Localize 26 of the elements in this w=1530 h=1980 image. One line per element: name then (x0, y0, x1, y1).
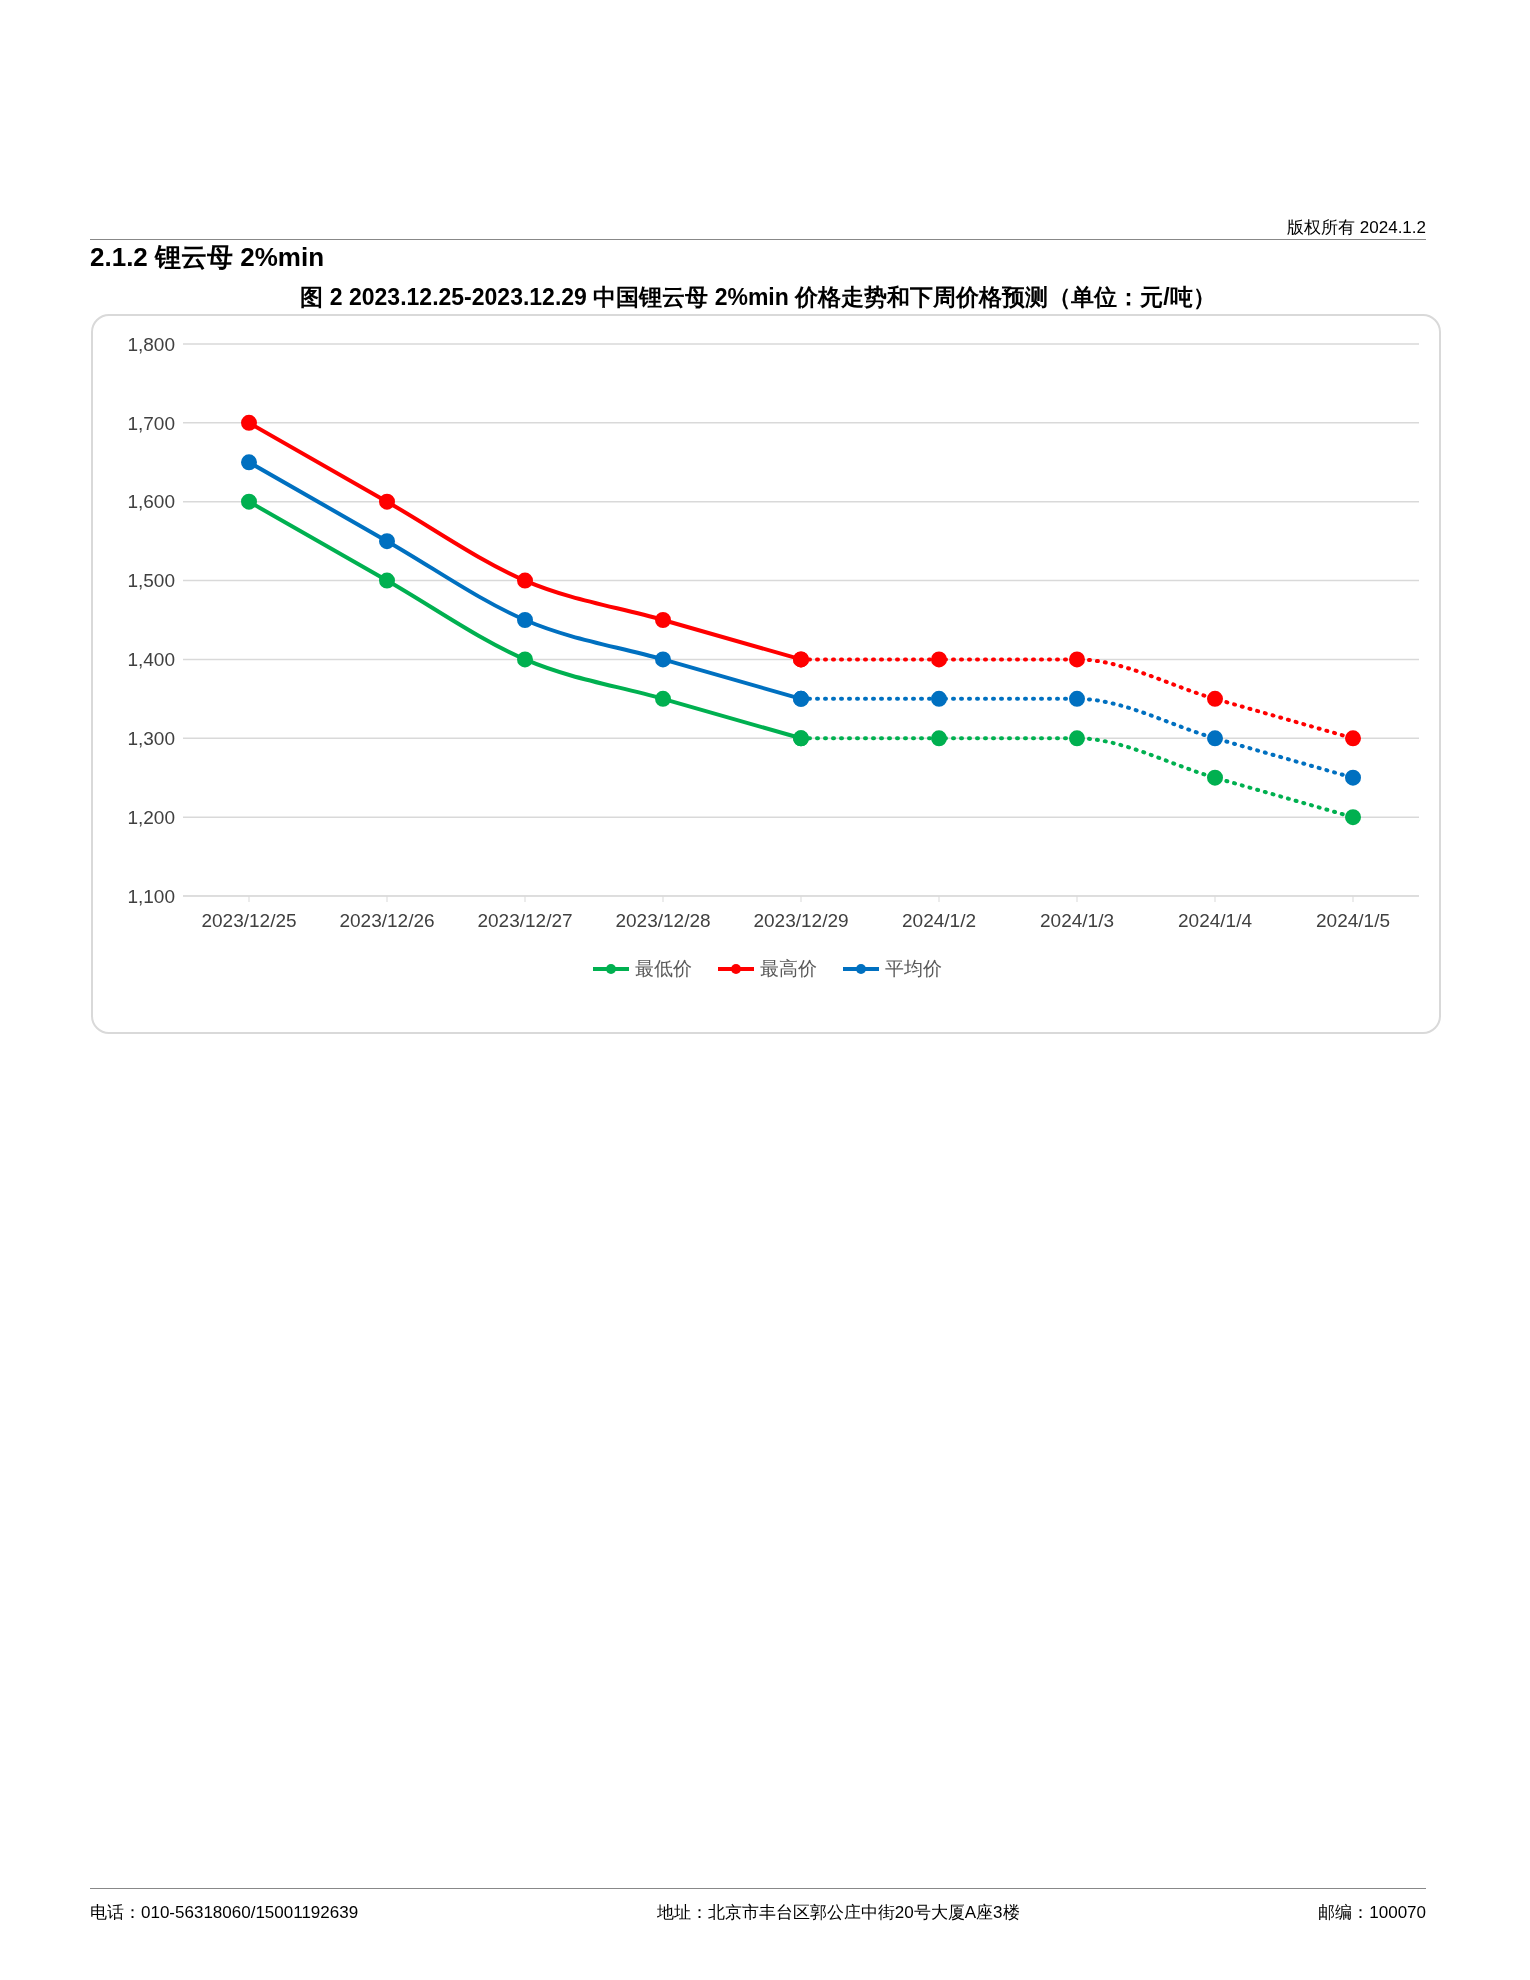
x-tick-label: 2024/1/4 (1178, 910, 1253, 932)
x-tick-label: 2023/12/27 (477, 910, 573, 932)
y-tick-label: 1,200 (127, 806, 175, 828)
y-tick-label: 1,400 (127, 649, 175, 671)
x-tick-label: 2024/1/3 (1040, 910, 1114, 932)
text: 地址：北京市丰台区郭公庄中街20号大厦A座3楼 (656, 1902, 1020, 1924)
x-tick-label: 2023/12/25 (201, 910, 297, 932)
legend-label: 平均价 (884, 957, 942, 981)
legend-label: 最低价 (634, 957, 692, 981)
x-tick-label: 2024/1/5 (1316, 910, 1390, 932)
y-tick-label: 1,700 (127, 412, 175, 434)
y-tick-label: 1,600 (127, 491, 175, 513)
y-tick-label: 1,800 (127, 333, 175, 355)
y-tick-label: 1,300 (127, 728, 175, 750)
text: 电话：010-56318060/15001192639 (90, 1902, 359, 1924)
text: 2.1.2 锂云母 2%min (90, 241, 325, 274)
x-tick-label: 2023/12/28 (615, 910, 711, 932)
text: 邮编：100070 (1318, 1902, 1426, 1924)
y-tick-label: 1,500 (127, 570, 175, 592)
x-tick-label: 2023/12/26 (339, 910, 435, 932)
chart-title: 图 2 2023.12.25-2023.12.29 中国锂云母 2%min 价格走势和下周价格预测（单位：元/吨） (299, 283, 1217, 312)
x-tick-label: 2024/1/2 (902, 910, 976, 932)
legend-label: 最高价 (759, 957, 817, 981)
y-tick-label: 1,100 (127, 885, 175, 907)
x-tick-label: 2023/12/29 (753, 910, 849, 932)
text: 版权所有 2024.1.2 (1287, 217, 1426, 239)
